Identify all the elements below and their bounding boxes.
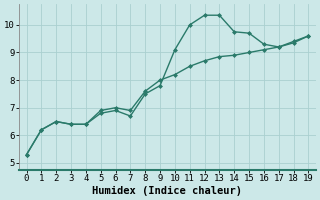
X-axis label: Humidex (Indice chaleur): Humidex (Indice chaleur) xyxy=(92,186,243,196)
